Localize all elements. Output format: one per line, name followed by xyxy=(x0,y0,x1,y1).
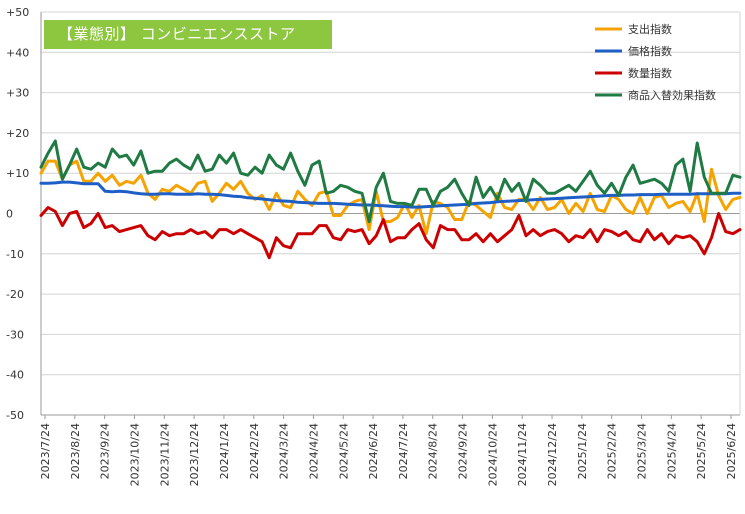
legend-label: 商品入替効果指数 xyxy=(628,88,716,102)
y-tick-label: -10 xyxy=(6,248,24,261)
y-tick-label: +40 xyxy=(6,46,29,59)
y-tick-label: +20 xyxy=(6,127,29,140)
x-tick-label: 2024/8/24 xyxy=(427,423,440,479)
legend-label: 価格指数 xyxy=(628,44,672,58)
chart-title: 【業態別】 コンビニエンスストア xyxy=(44,20,332,49)
x-tick-label: 2023/9/24 xyxy=(99,423,112,479)
x-tick-label: 2024/5/24 xyxy=(337,423,350,479)
x-tick-label: 2024/4/24 xyxy=(307,423,320,479)
x-tick-label: 2023/11/24 xyxy=(158,423,171,486)
x-tick-label: 2024/12/24 xyxy=(546,423,559,486)
x-tick-label: 2025/4/24 xyxy=(665,423,678,479)
x-tick-label: 2023/12/24 xyxy=(188,423,201,486)
y-tick-label: -30 xyxy=(6,328,24,341)
legend-label: 数量指数 xyxy=(628,66,672,80)
x-tick-label: 2024/9/24 xyxy=(457,423,470,479)
x-tick-label: 2024/7/24 xyxy=(397,423,410,479)
series-line-1 xyxy=(39,159,742,236)
axis-layer: +50 +40 +30 +20 +10 0 -10 -20 -30 -40 -50 2023/7/24… xyxy=(6,6,741,486)
y-tick-label: -50 xyxy=(6,409,24,422)
y-tick-label: +10 xyxy=(6,167,29,180)
x-tick-label: 2023/7/24 xyxy=(39,423,52,479)
series-layer xyxy=(39,139,742,260)
y-tick-label: -40 xyxy=(6,369,24,382)
x-tick-label: 2025/3/24 xyxy=(636,423,649,479)
y-tick-label: +30 xyxy=(6,87,29,100)
y-tick-label: +50 xyxy=(6,6,29,19)
x-tick-label: 2023/10/24 xyxy=(128,423,141,486)
x-tick-label: 2023/8/24 xyxy=(69,423,82,479)
x-tick-label: 2024/3/24 xyxy=(278,423,291,479)
x-tick-label: 2024/10/24 xyxy=(486,423,499,486)
y-tick-label: -20 xyxy=(6,288,24,301)
x-tick-label: 2025/6/24 xyxy=(725,423,738,479)
x-tick-label: 2025/5/24 xyxy=(695,423,708,479)
x-tick-label: 2024/6/24 xyxy=(367,423,380,479)
series-line-3 xyxy=(39,206,742,260)
x-tick-label: 2024/1/24 xyxy=(218,423,231,479)
series-line-2 xyxy=(39,180,742,209)
y-tick-label: 0 xyxy=(6,208,13,221)
x-tick-label: 2024/11/24 xyxy=(516,423,529,486)
series-line-4 xyxy=(39,139,742,224)
legend-label: 支出指数 xyxy=(628,22,672,36)
x-tick-label: 2025/1/24 xyxy=(576,423,589,479)
x-tick-label: 2024/2/24 xyxy=(248,423,261,479)
x-tick-label: 2025/2/24 xyxy=(606,423,619,479)
